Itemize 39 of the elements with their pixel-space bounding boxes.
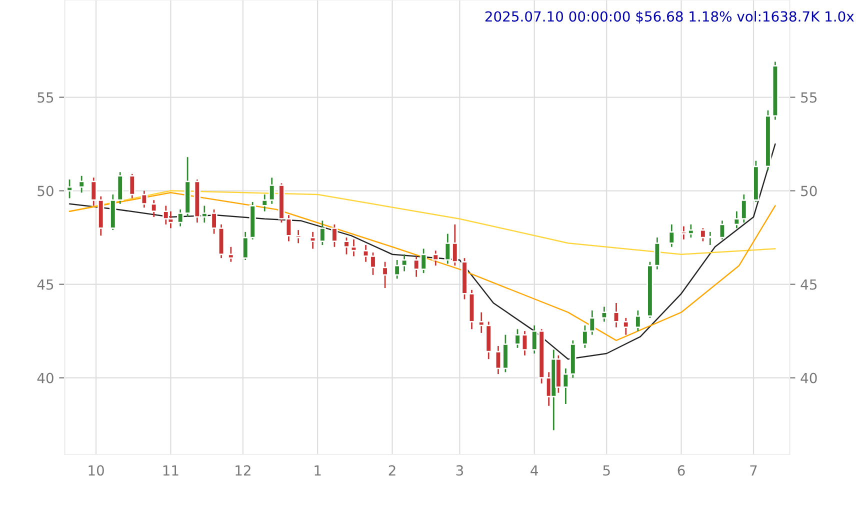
candlestick [128, 173, 136, 199]
candlestick [309, 231, 316, 250]
x-tick-label: 12 [236, 465, 250, 476]
candlestick [634, 310, 642, 332]
candlestick [294, 229, 302, 244]
candlestick [600, 306, 608, 322]
candlestick [382, 261, 388, 289]
text: 2025.07.10 00:00:00 $56.68 1.18% vol:1638.7K 1.0x [485, 10, 854, 24]
x-tick-label: 1 [314, 465, 321, 476]
candlestick [612, 302, 620, 328]
y2-tick-label: 45 [800, 279, 817, 290]
candlestick [319, 220, 326, 246]
x-tick-label: 4 [530, 465, 538, 476]
y-tick-label: 40 [37, 372, 54, 384]
candlestick [150, 199, 158, 218]
x-tick-label: 6 [678, 465, 685, 476]
candlestick [78, 175, 85, 194]
x-tick-label: 7 [750, 465, 757, 476]
y-tick-label: 45 [37, 279, 54, 290]
candlestick [622, 317, 630, 336]
candlestick [331, 224, 338, 248]
y2-tick-label: 40 [800, 372, 817, 384]
x-tick-label: 11 [163, 465, 178, 476]
x-tick-label: 5 [603, 465, 610, 476]
line-series [68, 192, 776, 342]
y2-tick-label: 50 [801, 186, 817, 196]
candlestick [140, 190, 148, 208]
candlestick [228, 246, 234, 263]
x-tick-label: 3 [456, 465, 464, 476]
candlestick [668, 224, 675, 248]
x-tick-label: 10 [88, 465, 104, 476]
candlestick [718, 220, 726, 240]
y-tick-label: 55 [38, 92, 54, 103]
x-tick-label: 2 [388, 465, 396, 476]
y-tick-label: 50 [38, 186, 54, 196]
candlestick [66, 178, 73, 199]
candlestick [432, 250, 439, 266]
line-series [68, 143, 776, 360]
y2-tick-label: 55 [801, 92, 817, 103]
